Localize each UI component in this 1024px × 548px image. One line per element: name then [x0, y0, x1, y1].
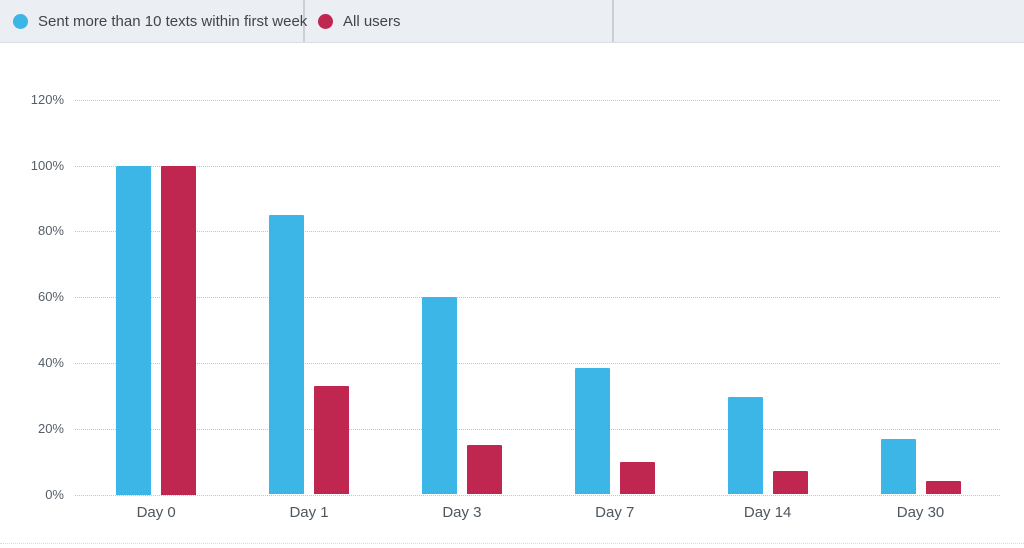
- y-tick-label: 100%: [30, 157, 64, 173]
- bar-texts-series-day-0: [116, 165, 152, 495]
- y-tick-label: 20%: [37, 420, 64, 436]
- bar-texts-series-day-14: [727, 397, 763, 495]
- y-tick-label: 40%: [37, 354, 64, 370]
- bar-all-users-day-7: [619, 461, 655, 495]
- x-category-label: Day 14: [743, 503, 792, 521]
- bar-texts-series-day-1: [269, 214, 305, 495]
- legend-label: All users: [343, 12, 401, 30]
- gridline-60pct: [75, 297, 1000, 299]
- bar-all-users-day-30: [925, 481, 961, 495]
- bar-all-users-day-0: [161, 165, 197, 495]
- gridline-100pct: [75, 165, 1000, 167]
- gridline-0pct: [75, 494, 1000, 496]
- x-category-label: Day 7: [595, 503, 635, 521]
- bar-texts-series-day-3: [421, 297, 457, 495]
- legend-label: Sent more than 10 texts within first wee…: [38, 12, 308, 30]
- legend-item-blue-series[interactable]: Sent more than 10 texts within first wee…: [0, 0, 308, 42]
- y-tick-label: 80%: [37, 223, 64, 239]
- gridline-20pct: [75, 428, 1000, 430]
- x-category-label: Day 0: [136, 503, 176, 521]
- legend-swatch-icon: [318, 13, 333, 29]
- x-category-label: Day 1: [289, 503, 329, 521]
- bottom-divider: [0, 543, 1024, 544]
- legend-bar: Sent more than 10 texts within first wee…: [0, 0, 1024, 43]
- bar-all-users-day-1: [314, 385, 350, 495]
- legend-empty-cell: [614, 0, 1024, 42]
- retention-bar-chart: 120% 100% 80% 60% 40% 20% 0% Day 0 Day 1 Day 3 Day…: [0, 44, 1024, 548]
- y-tick-label: 60%: [37, 289, 64, 305]
- gridline-80pct: [75, 231, 1000, 233]
- legend-swatch-icon: [13, 13, 28, 29]
- y-tick-label: 120%: [30, 91, 64, 107]
- x-category-label: Day 3: [442, 503, 482, 521]
- y-tick-label: 0%: [45, 486, 64, 502]
- bar-texts-series-day-30: [880, 438, 916, 495]
- bar-texts-series-day-7: [574, 367, 610, 495]
- gridline-120pct: [75, 99, 1000, 101]
- x-category-label: Day 30: [896, 503, 945, 521]
- legend-item-all-users[interactable]: All users: [305, 0, 614, 42]
- bar-all-users-day-3: [466, 445, 502, 495]
- gridline-40pct: [75, 362, 1000, 364]
- bar-all-users-day-14: [772, 471, 808, 495]
